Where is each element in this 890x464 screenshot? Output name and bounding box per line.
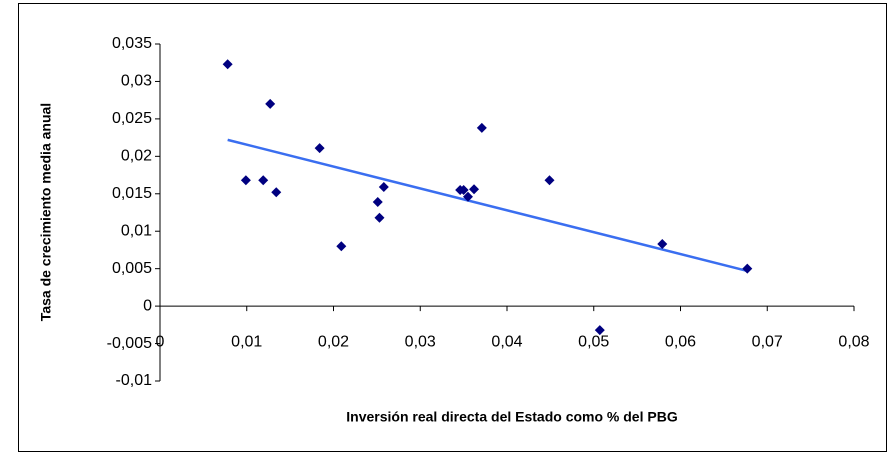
point	[742, 263, 753, 274]
y-axis-title: Tasa de crecimiento media anual	[38, 103, 54, 321]
trendline	[227, 138, 748, 273]
y-tick-label: 0,025	[112, 110, 152, 127]
point	[544, 175, 555, 186]
x-tick-label: 0	[156, 333, 165, 350]
point	[265, 98, 276, 109]
x-tick-label: 0,07	[752, 333, 783, 350]
point	[222, 59, 233, 70]
point	[258, 175, 269, 186]
y-tick-label: 0,01	[121, 222, 152, 239]
point	[378, 182, 389, 193]
point	[336, 241, 347, 252]
y-tick-label: 0,005	[112, 260, 152, 277]
y-tick-label: 0	[143, 297, 152, 314]
x-tick-label: 0,05	[578, 333, 609, 350]
y-tick-label: 0,02	[121, 148, 152, 165]
x-tick-label: 0,06	[665, 333, 696, 350]
point	[240, 175, 251, 186]
point	[271, 187, 282, 198]
chart-border	[18, 3, 887, 452]
y-tick-label: 0,035	[112, 35, 152, 52]
x-tick-label: 0,03	[405, 333, 436, 350]
y-tick-label: -0,01	[116, 372, 153, 389]
y-tick-label: -0,005	[107, 335, 152, 352]
point	[314, 143, 325, 154]
point	[374, 212, 385, 223]
point	[462, 191, 473, 202]
x-axis-title: Inversión real directa del Estado como %…	[346, 409, 678, 425]
point	[657, 238, 668, 249]
x-tick-label: 0,08	[838, 333, 869, 350]
y-tick-label: 0,03	[121, 73, 152, 90]
point	[458, 185, 469, 196]
point	[594, 325, 605, 336]
x-tick-label: 0,02	[318, 333, 349, 350]
point	[476, 122, 487, 133]
y-tick-label: 0,015	[112, 185, 152, 202]
x-tick-label: 0,04	[491, 333, 522, 350]
point	[469, 184, 480, 195]
point	[372, 197, 383, 208]
x-tick-label: 0,01	[231, 333, 262, 350]
